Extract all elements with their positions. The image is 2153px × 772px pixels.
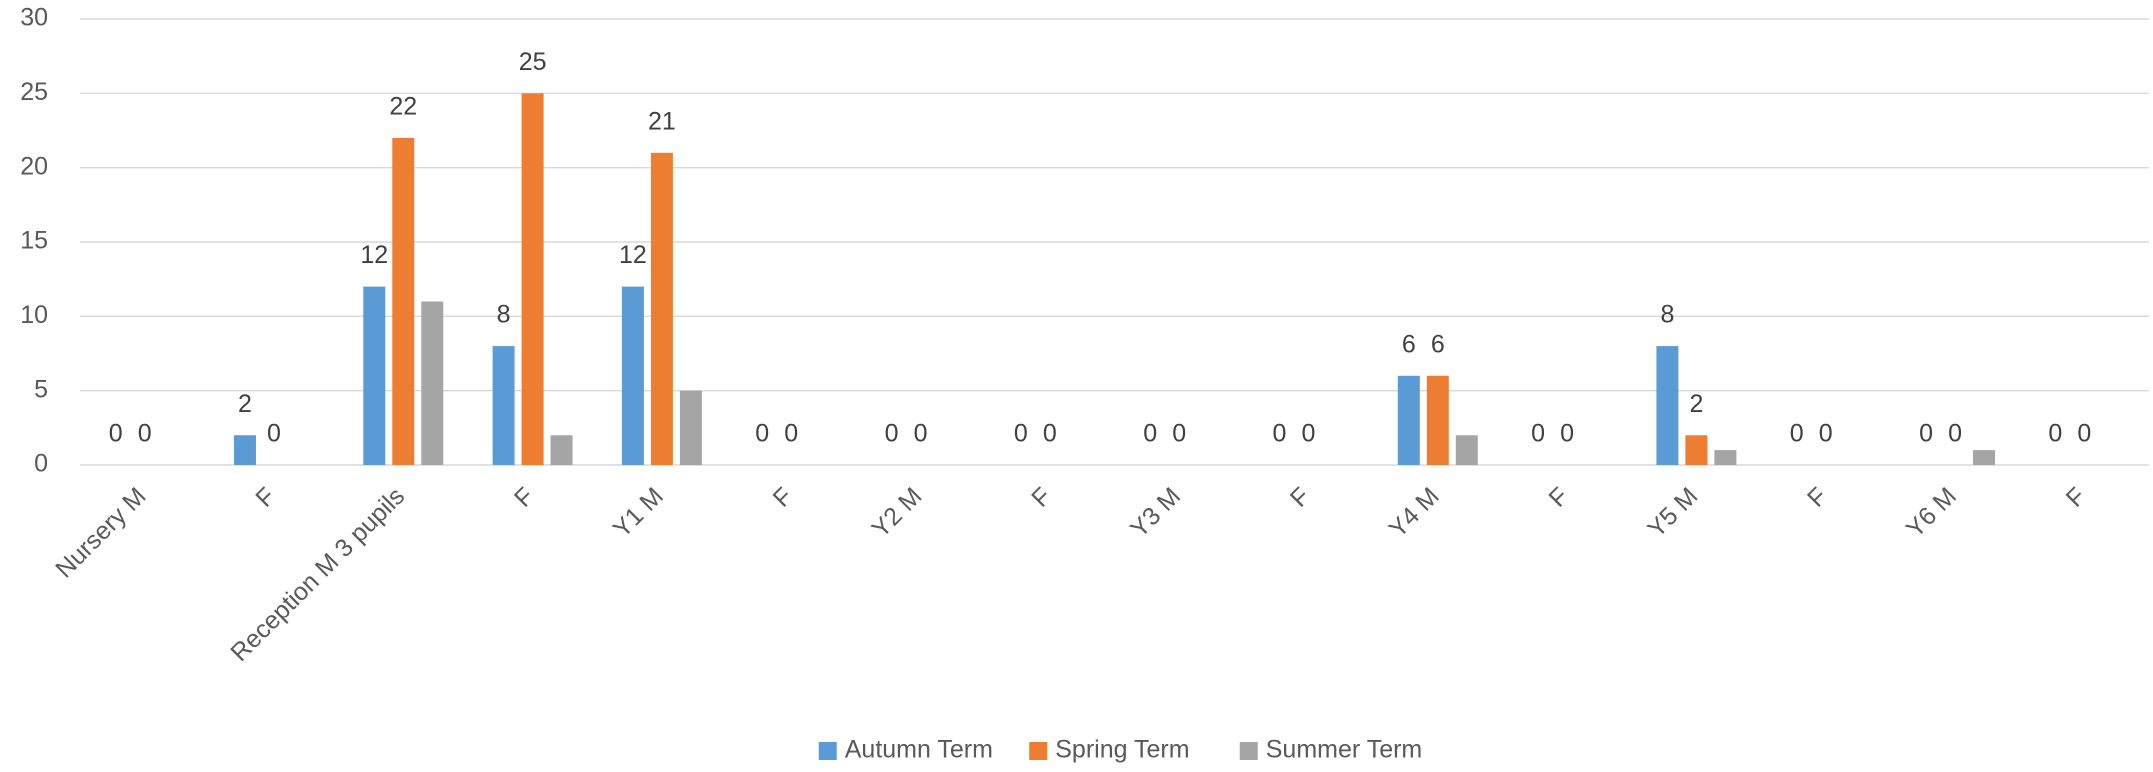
bar	[363, 286, 386, 465]
legend-label: Autumn Term	[845, 736, 993, 764]
bar	[1397, 375, 1420, 465]
data-label: 8	[1660, 301, 1674, 329]
data-label: 0	[784, 420, 798, 448]
x-tick-label: F	[1026, 482, 1057, 513]
data-label: 0	[109, 420, 123, 448]
legend-label: Summer Term	[1266, 736, 1423, 764]
legend-label: Spring Term	[1055, 736, 1189, 764]
data-label: 12	[619, 241, 647, 269]
data-label: 2	[1689, 390, 1703, 418]
data-label: 0	[1531, 420, 1545, 448]
data-label: 0	[1172, 420, 1186, 448]
data-label: 22	[389, 93, 417, 121]
bar	[392, 137, 415, 465]
data-label: 25	[519, 48, 547, 76]
x-tick-label: Y4 M	[1384, 482, 1445, 543]
data-label: 0	[1143, 420, 1157, 448]
data-label: 0	[1948, 420, 1962, 448]
y-tick-label: 0	[34, 450, 48, 478]
bar	[1973, 450, 1996, 465]
data-label: 0	[2077, 420, 2091, 448]
x-tick-label: F	[1285, 482, 1316, 513]
y-tick-label: 25	[20, 78, 48, 106]
bar	[679, 390, 702, 465]
x-tick-label: Y3 M	[1125, 482, 1186, 543]
bar	[550, 435, 573, 465]
bar	[1656, 346, 1679, 465]
y-tick-label: 20	[20, 152, 48, 180]
data-label: 0	[755, 420, 769, 448]
y-tick-label: 10	[20, 301, 48, 329]
data-label: 0	[1273, 420, 1287, 448]
legend-swatch	[1029, 742, 1048, 760]
x-tick-label: Reception M 3 pupils	[225, 482, 410, 667]
data-label: 6	[1402, 330, 1416, 358]
bar	[1426, 375, 1449, 465]
y-tick-label: 30	[20, 4, 48, 32]
x-tick-label: Y1 M	[608, 482, 669, 543]
bar	[521, 93, 544, 465]
data-label: 2	[238, 390, 252, 418]
x-tick-label: F	[1802, 482, 1833, 513]
data-label: 0	[2048, 420, 2062, 448]
bar	[1685, 435, 1708, 465]
legend-swatch	[818, 742, 837, 760]
bar	[1714, 450, 1737, 465]
data-label: 0	[267, 420, 281, 448]
bar	[421, 301, 444, 465]
data-label: 0	[1790, 420, 1804, 448]
y-tick-label: 15	[20, 227, 48, 255]
data-label: 0	[885, 420, 899, 448]
bar	[650, 152, 673, 466]
x-tick-label: F	[1543, 482, 1574, 513]
data-label: 0	[1014, 420, 1028, 448]
legend-swatch	[1239, 742, 1258, 760]
x-tick-label: Nursery M	[50, 482, 151, 583]
data-label: 0	[1919, 420, 1933, 448]
data-label: 21	[648, 107, 676, 135]
y-tick-label: 5	[34, 375, 48, 403]
data-label: 0	[914, 420, 928, 448]
bar	[492, 346, 515, 465]
data-label: 8	[497, 301, 511, 329]
x-tick-label: F	[2061, 482, 2092, 513]
x-tick-label: Y5 M	[1642, 482, 1703, 543]
data-label: 0	[138, 420, 152, 448]
data-label: 0	[1302, 420, 1316, 448]
bar	[233, 435, 256, 465]
data-label: 0	[1819, 420, 1833, 448]
x-tick-label: F	[768, 482, 799, 513]
data-label: 6	[1431, 330, 1445, 358]
x-tick-label: Y2 M	[866, 482, 927, 543]
data-label: 12	[360, 241, 388, 269]
x-tick-label: F	[250, 482, 281, 513]
bar	[621, 286, 644, 465]
x-tick-label: Y6 M	[1901, 482, 1962, 543]
data-label: 0	[1043, 420, 1057, 448]
x-tick-label: F	[509, 482, 540, 513]
bar	[1455, 435, 1478, 465]
data-label: 0	[1560, 420, 1574, 448]
